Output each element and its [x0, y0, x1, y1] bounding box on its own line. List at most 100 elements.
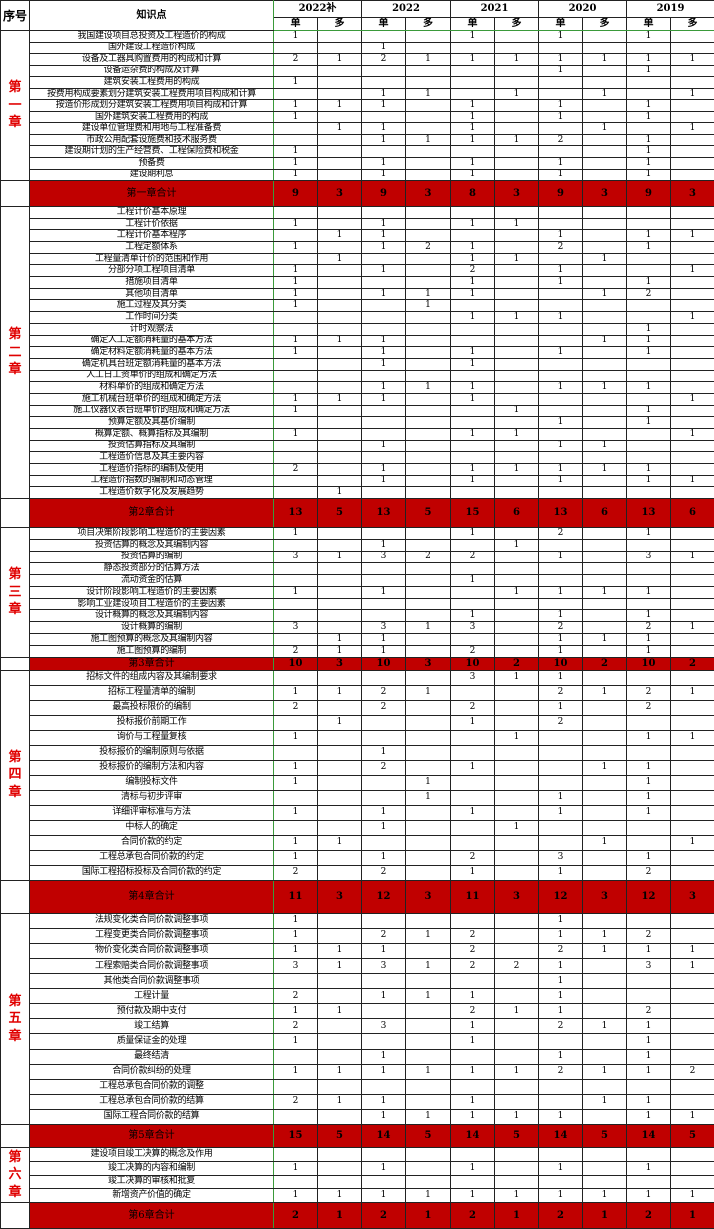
count-cell: [405, 229, 451, 243]
count-cell: 1: [317, 714, 362, 731]
count-cell: 1: [494, 729, 539, 746]
chapter-total-cell: 6: [582, 497, 627, 528]
count-cell: 1: [361, 439, 406, 453]
count-cell: 1: [582, 252, 627, 266]
count-cell: [538, 76, 583, 89]
knowledge-point: 静态投资部分的估算方法: [29, 562, 274, 576]
count-cell: 2: [538, 1063, 583, 1080]
count-cell: [582, 849, 627, 866]
count-cell: 1: [450, 864, 495, 881]
count-cell: [405, 1003, 451, 1020]
count-cell: [317, 462, 362, 476]
count-cell: [670, 597, 714, 611]
count-cell: 1: [450, 1160, 495, 1176]
count-cell: 1: [670, 53, 714, 66]
count-cell: 1: [450, 110, 495, 124]
count-cell: [538, 41, 583, 55]
count-cell: [538, 87, 583, 101]
count-cell: 2: [450, 264, 495, 278]
table-row: 材料单价的组成和确定方法 1 1 1 1 1 1: [1, 381, 714, 394]
count-cell: [582, 957, 627, 975]
count-cell: [670, 927, 714, 944]
knowledge-point: 询价与工程量复核: [29, 729, 274, 746]
count-cell: 1: [450, 346, 495, 359]
count-cell: 1: [273, 804, 318, 821]
count-cell: [317, 217, 362, 231]
count-cell: 2: [361, 684, 406, 701]
count-cell: 1: [670, 621, 714, 635]
count-cell: 1: [317, 486, 362, 499]
count-cell: 1: [494, 538, 539, 552]
table-row: 设备及工器具购置费用的构成和计算 2 1 2 1 1 1 1 1 1 1: [1, 53, 714, 66]
count-cell: [626, 973, 671, 990]
count-cell: [494, 451, 539, 464]
chapter-total-cell: 14: [450, 1123, 495, 1148]
table-row: 工程造价指标的编制及使用 2 1 1 1 1 1 1: [1, 462, 714, 476]
count-cell: [273, 1146, 318, 1162]
chapter-total-cell: 3: [582, 879, 627, 914]
count-cell: [626, 834, 671, 851]
count-cell: [450, 538, 495, 552]
count-cell: [317, 133, 362, 147]
knowledge-point: 计时观察法: [29, 322, 274, 336]
count-cell: [405, 110, 451, 124]
count-cell: [273, 1078, 318, 1095]
count-cell: [361, 427, 406, 441]
count-cell: [450, 76, 495, 89]
count-cell: [405, 1048, 451, 1065]
count-cell: 1: [450, 217, 495, 231]
count-cell: [582, 392, 627, 406]
count-cell: [670, 381, 714, 394]
chapter-total-cell: 12: [626, 879, 671, 914]
count-cell: 1: [494, 404, 539, 418]
count-cell: 1: [494, 585, 539, 599]
table-row: 工程总承包合同价款的约定 1 1 2 3 1: [1, 849, 714, 866]
count-cell: [317, 427, 362, 441]
table-row: 流动资金的估算 1: [1, 574, 714, 587]
table-row: 计时观察法 1: [1, 322, 714, 336]
table-row: 第五章 法规变化类合同价款调整事项 1 1: [0, 912, 714, 1125]
count-cell: [670, 789, 714, 806]
count-cell: 1: [273, 1188, 318, 1204]
count-cell: [538, 252, 583, 266]
count-cell: [317, 744, 362, 761]
chapter-total-cell: 3: [405, 879, 451, 914]
table-row: 工程总承包合同价款的调整: [1, 1078, 714, 1095]
count-cell: 1: [317, 53, 362, 66]
count-cell: [273, 381, 318, 394]
count-cell: [405, 1033, 451, 1050]
count-cell: 1: [273, 299, 318, 313]
count-cell: [405, 562, 451, 576]
count-cell: 1: [361, 462, 406, 476]
count-cell: [582, 864, 627, 881]
count-cell: [538, 217, 583, 231]
count-cell: [405, 416, 451, 429]
table-row: 国外建设工程造价构成 1: [1, 41, 714, 55]
count-cell: 1: [361, 168, 406, 182]
count-cell: 1: [582, 87, 627, 101]
count-cell: 1: [450, 53, 495, 66]
table-row: 第四章 招标文件的组成内容及其编制要求 3 1 1: [0, 669, 714, 881]
count-cell: 1: [317, 334, 362, 348]
knowledge-point: 投标报价前期工作: [29, 714, 274, 731]
count-cell: [450, 404, 495, 418]
count-cell: [670, 451, 714, 464]
count-cell: [273, 451, 318, 464]
count-cell: 1: [405, 299, 451, 313]
count-cell: 1: [450, 168, 495, 182]
count-cell: 1: [361, 633, 406, 646]
count-cell: 1: [582, 942, 627, 959]
table-row: 建筑安装工程费用的构成 1: [1, 76, 714, 89]
count-cell: [670, 217, 714, 231]
count-cell: 1: [538, 644, 583, 658]
count-cell: 1: [405, 287, 451, 301]
table-row: 工程造价信息及其主要内容: [1, 451, 714, 464]
count-cell: 1: [361, 1188, 406, 1204]
knowledge-point: 建设期利息: [29, 168, 274, 182]
count-cell: 1: [538, 276, 583, 289]
count-cell: [273, 41, 318, 55]
count-cell: [670, 252, 714, 266]
count-cell: 1: [538, 585, 583, 599]
count-cell: [317, 30, 362, 43]
count-cell: 2: [450, 957, 495, 975]
